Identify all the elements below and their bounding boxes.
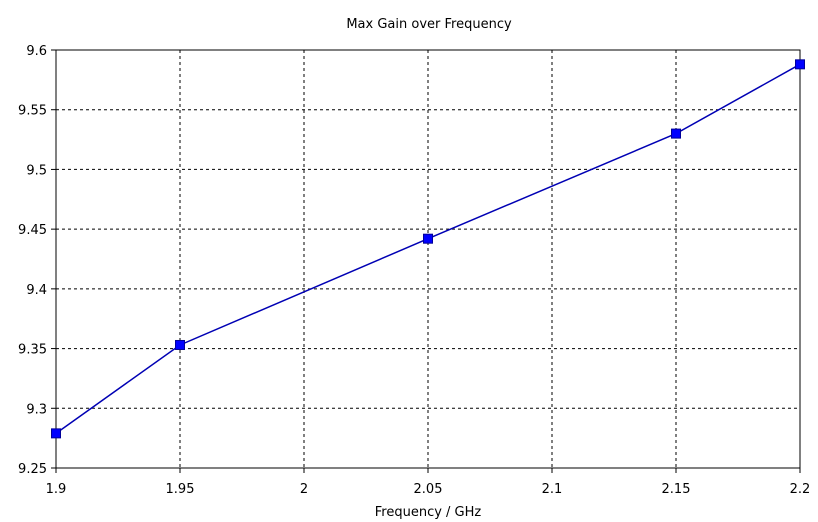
x-axis-label: Frequency / GHz [375, 505, 482, 520]
x-tick-label: 1.9 [46, 482, 67, 497]
y-axis-ticks: 9.25 9.3 9.35 9.4 9.45 9.5 9.55 9.6 [18, 44, 56, 477]
y-tick-label: 9.25 [18, 462, 47, 477]
data-point-marker [671, 128, 681, 139]
x-tick-label: 2.05 [414, 482, 443, 497]
y-tick-label: 9.35 [18, 343, 47, 358]
y-tick-label: 9.5 [26, 163, 47, 178]
chart-title: Max Gain over Frequency [346, 17, 512, 32]
x-tick-label: 1.95 [166, 482, 195, 497]
data-point-marker [51, 428, 61, 439]
data-point-marker [423, 233, 433, 244]
x-axis-ticks: 1.9 1.95 2 2.05 2.1 2.15 2.2 [46, 468, 811, 497]
x-tick-label: 2.2 [790, 482, 811, 497]
series-layer [51, 59, 805, 439]
data-point-marker [175, 339, 185, 350]
grid [55, 49, 801, 469]
data-point-marker [795, 59, 805, 70]
y-tick-label: 9.45 [18, 223, 47, 238]
x-tick-label: 2.1 [542, 482, 563, 497]
x-tick-label: 2 [300, 482, 308, 497]
y-tick-label: 9.4 [26, 283, 47, 298]
x-tick-label: 2.15 [662, 482, 691, 497]
y-tick-label: 9.6 [26, 44, 47, 59]
y-tick-label: 9.55 [18, 104, 47, 119]
y-tick-label: 9.3 [26, 402, 47, 417]
